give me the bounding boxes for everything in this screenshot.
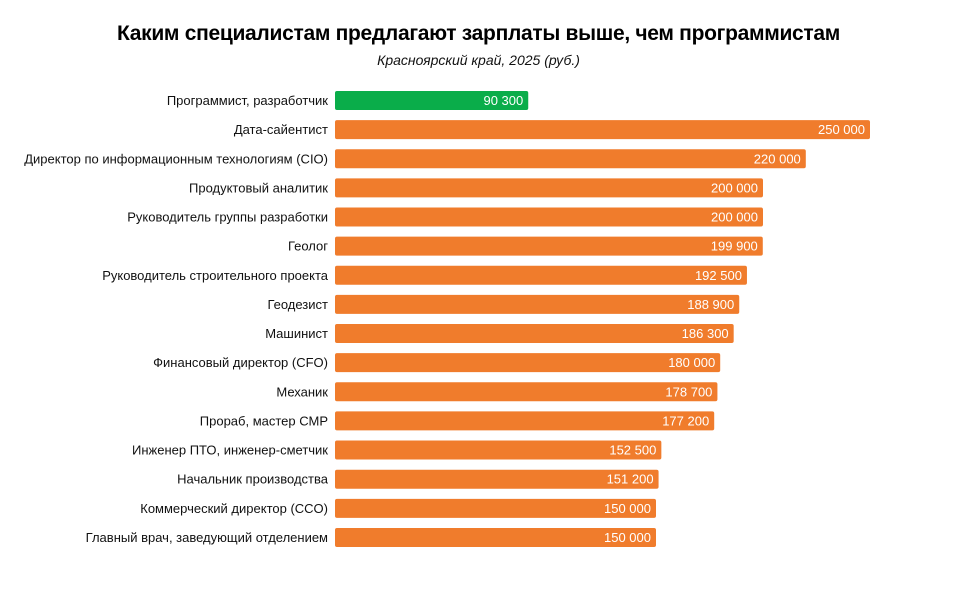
- bar: [335, 382, 718, 402]
- bar: [335, 91, 529, 110]
- data-label: 188 900: [687, 297, 734, 312]
- category-label: Начальник производства: [177, 472, 329, 487]
- data-label: 150 000: [604, 530, 651, 545]
- bar: [335, 294, 740, 314]
- bar: [335, 149, 806, 169]
- bar: [335, 469, 659, 489]
- bar: [335, 120, 870, 140]
- bar: [335, 265, 747, 285]
- category-label: Дата-сайентист: [234, 122, 328, 137]
- data-label: 192 500: [695, 268, 742, 283]
- chart-title: Каким специалистам предлагают зарплаты в…: [116, 22, 841, 45]
- category-label: Главный врач, заведующий отделением: [86, 530, 328, 545]
- data-label: 178 700: [665, 384, 712, 399]
- category-label: Финансовый директор (CFO): [153, 355, 328, 370]
- bar: [335, 527, 656, 547]
- category-label: Руководитель группы разработки: [127, 210, 328, 225]
- data-label: 180 000: [668, 355, 715, 370]
- data-label: 151 200: [607, 472, 654, 487]
- data-label: 200 000: [711, 180, 758, 195]
- category-label: Коммерческий директор (CCO): [140, 501, 328, 516]
- bar: [335, 324, 734, 344]
- category-label: Инженер ПТО, инженер-сметчик: [132, 443, 328, 458]
- bar: [335, 207, 763, 227]
- data-label: 199 900: [711, 239, 758, 254]
- chart-subtitle: Красноярский край, 2025 (руб.): [377, 52, 580, 68]
- category-label: Геодезист: [267, 297, 328, 312]
- bar: [335, 178, 763, 198]
- category-label: Механик: [276, 384, 328, 399]
- category-label: Геолог: [288, 239, 328, 254]
- data-label: 186 300: [682, 326, 729, 341]
- data-label: 220 000: [754, 151, 801, 166]
- data-label: 152 500: [609, 443, 656, 458]
- category-label: Машинист: [265, 326, 328, 341]
- category-label: Прораб, мастер СМР: [200, 413, 328, 428]
- bar: [335, 498, 656, 518]
- bar: [335, 411, 715, 431]
- data-label: 200 000: [711, 210, 758, 225]
- data-label: 177 200: [662, 413, 709, 428]
- category-label: Руководитель строительного проекта: [102, 268, 329, 283]
- category-label: Директор по информационным технологиям (…: [24, 151, 328, 166]
- bar: [335, 440, 662, 460]
- bar: [335, 236, 763, 256]
- bar: [335, 353, 721, 373]
- data-label: 250 000: [818, 122, 865, 137]
- data-label: 90 300: [483, 93, 523, 108]
- category-label: Программист, разработчик: [167, 93, 328, 108]
- category-label: Продуктовый аналитик: [189, 180, 328, 195]
- data-label: 150 000: [604, 501, 651, 516]
